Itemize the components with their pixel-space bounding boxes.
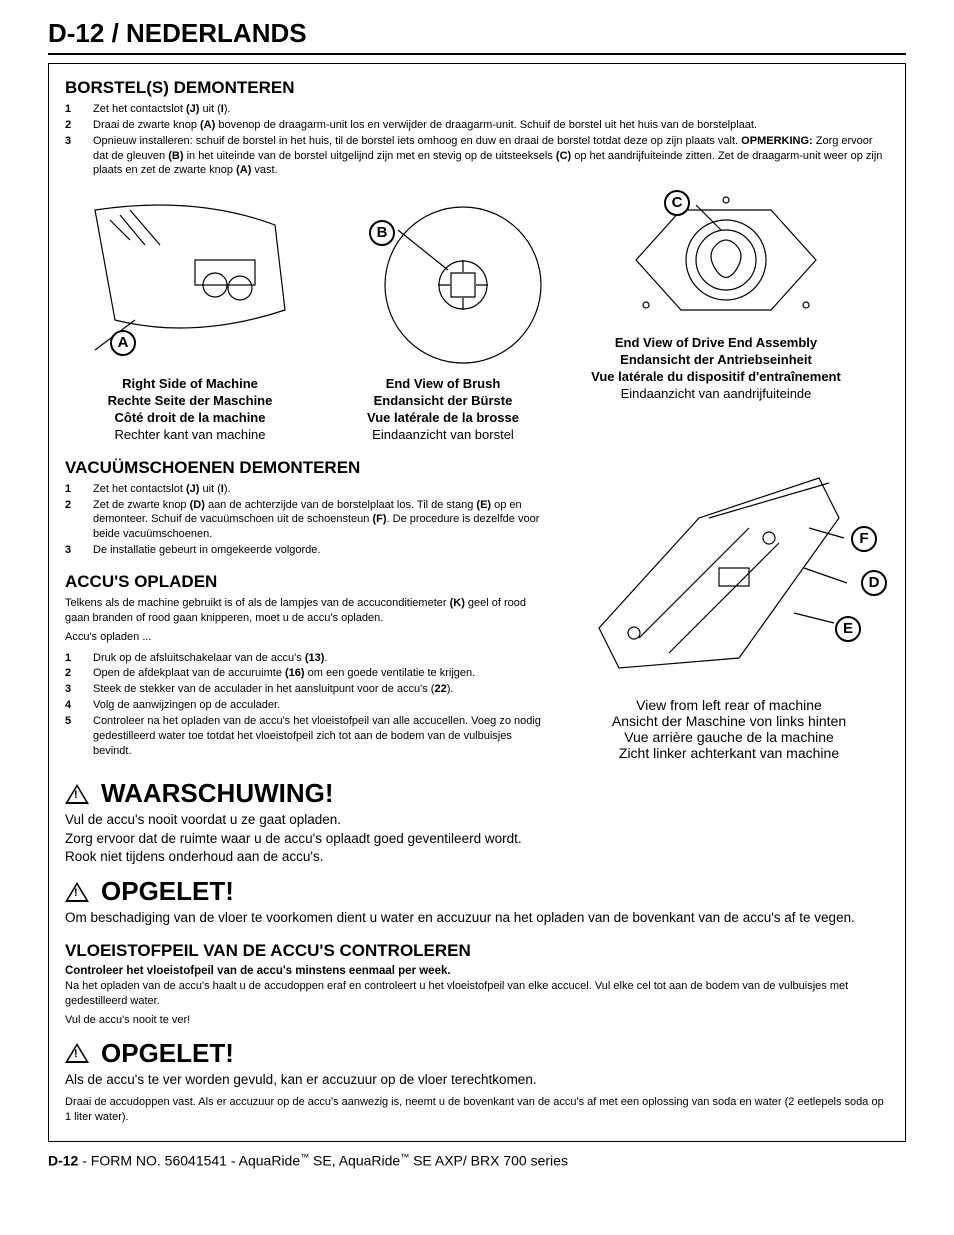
section1-list: 1Zet het contactslot (J) uit (I). 2Draai… bbox=[65, 102, 889, 178]
list-item: 2Draai de zwarte knop (A) bovenop de dra… bbox=[65, 118, 889, 133]
list-text: Draai de zwarte knop (A) bovenop de draa… bbox=[93, 118, 757, 133]
page-header: D-12 / NEDERLANDS bbox=[48, 18, 906, 55]
list-item: 2Open de afdekplaat van de accuruimte (1… bbox=[65, 666, 545, 681]
callout-d: D bbox=[861, 570, 887, 596]
figure-3-caption: End View of Drive End Assembly Endansich… bbox=[571, 335, 861, 403]
content-frame: BORSTEL(S) DEMONTEREN 1Zet het contactsl… bbox=[48, 63, 906, 1142]
figure-4-caption: View from left rear of machine Ansicht d… bbox=[569, 697, 889, 761]
section3-title: ACCU'S OPLADEN bbox=[65, 572, 545, 592]
section3-list: 1Druk op de afsluitschakelaar van de acc… bbox=[65, 651, 545, 759]
warning-icon: ! bbox=[65, 882, 89, 902]
caution-1-body: Om beschadiging van de vloer te voorkome… bbox=[65, 909, 889, 927]
section2-list: 1Zet het contactslot (J) uit (I). 2Zet d… bbox=[65, 482, 545, 558]
warning-1-title: WAARSCHUWING! bbox=[101, 778, 334, 809]
section2-title: VACUÜMSCHOENEN DEMONTEREN bbox=[65, 458, 545, 478]
list-item: 3Opnieuw installeren: schuif de borstel … bbox=[65, 134, 889, 179]
callout-f: F bbox=[851, 526, 877, 552]
caution-1-title: OPGELET! bbox=[101, 876, 234, 907]
list-item: 5Controleer na het opladen van de accu's… bbox=[65, 714, 545, 759]
list-item: 2Zet de zwarte knop (D) aan de achterzij… bbox=[65, 498, 545, 543]
drive-end-diagram bbox=[596, 190, 836, 330]
section4-title: VLOEISTOFPEIL VAN DE ACCU'S CONTROLEREN bbox=[65, 941, 889, 961]
section4-p2: Vul de accu's nooit te ver! bbox=[65, 1013, 889, 1028]
figure-1: A Right Side of Machine Rechte Seite der… bbox=[65, 190, 315, 444]
list-item: 1Zet het contactslot (J) uit (I). bbox=[65, 482, 545, 497]
caution-2-body: Als de accu's te ver worden gevuld, kan … bbox=[65, 1071, 889, 1089]
section1-title: BORSTEL(S) DEMONTEREN bbox=[65, 78, 889, 98]
page-footer: D-12 - FORM NO. 56041541 - AquaRide™ SE,… bbox=[48, 1152, 906, 1169]
list-item: 1Druk op de afsluitschakelaar van de acc… bbox=[65, 651, 545, 666]
caution-2-header: ! OPGELET! bbox=[65, 1038, 889, 1069]
list-item: 1Zet het contactslot (J) uit (I). bbox=[65, 102, 889, 117]
warning-1-body: Vul de accu's nooit voordat u ze gaat op… bbox=[65, 811, 889, 866]
warning-1-header: ! WAARSCHUWING! bbox=[65, 778, 889, 809]
caution-1-header: ! OPGELET! bbox=[65, 876, 889, 907]
warning-icon: ! bbox=[65, 784, 89, 804]
caution-2-title: OPGELET! bbox=[101, 1038, 234, 1069]
left-rear-view-diagram bbox=[579, 458, 879, 688]
figure-row-1: A Right Side of Machine Rechte Seite der… bbox=[65, 190, 889, 444]
section4-sub: Controleer het vloeistofpeil van de accu… bbox=[65, 965, 889, 977]
callout-e: E bbox=[835, 616, 861, 642]
list-text: Zet het contactslot (J) uit (I). bbox=[93, 102, 231, 117]
section4-p1: Na het opladen van de accu's haalt u de … bbox=[65, 979, 889, 1009]
warning-icon: ! bbox=[65, 1043, 89, 1063]
section3-intro2: Accu's opladen ... bbox=[65, 630, 545, 645]
list-item: 3Steek de stekker van de acculader in he… bbox=[65, 682, 545, 697]
list-text: Opnieuw installeren: schuif de borstel i… bbox=[93, 134, 889, 179]
figure-2: B End View of Brush Endansicht der Bürst… bbox=[333, 190, 553, 444]
figure-1-caption: Right Side of Machine Rechte Seite der M… bbox=[65, 376, 315, 444]
figure-4: F D E View from left rear of machine Ans… bbox=[569, 458, 889, 761]
caution-2-para: Draai de accudoppen vast. Als er accuzuu… bbox=[65, 1095, 889, 1125]
list-item: 4Volg de aanwijzingen op de acculader. bbox=[65, 698, 545, 713]
brush-end-view-diagram bbox=[343, 190, 543, 370]
two-col-section: VACUÜMSCHOENEN DEMONTEREN 1Zet het conta… bbox=[65, 458, 889, 769]
list-item: 3De installatie gebeurt in omgekeerde vo… bbox=[65, 543, 545, 558]
figure-3: C End View of Drive End Assembly Endansi… bbox=[571, 190, 861, 402]
figure-2-caption: End View of Brush Endansicht der Bürste … bbox=[333, 376, 553, 444]
section3-intro1: Telkens als de machine gebruikt is of al… bbox=[65, 596, 545, 626]
